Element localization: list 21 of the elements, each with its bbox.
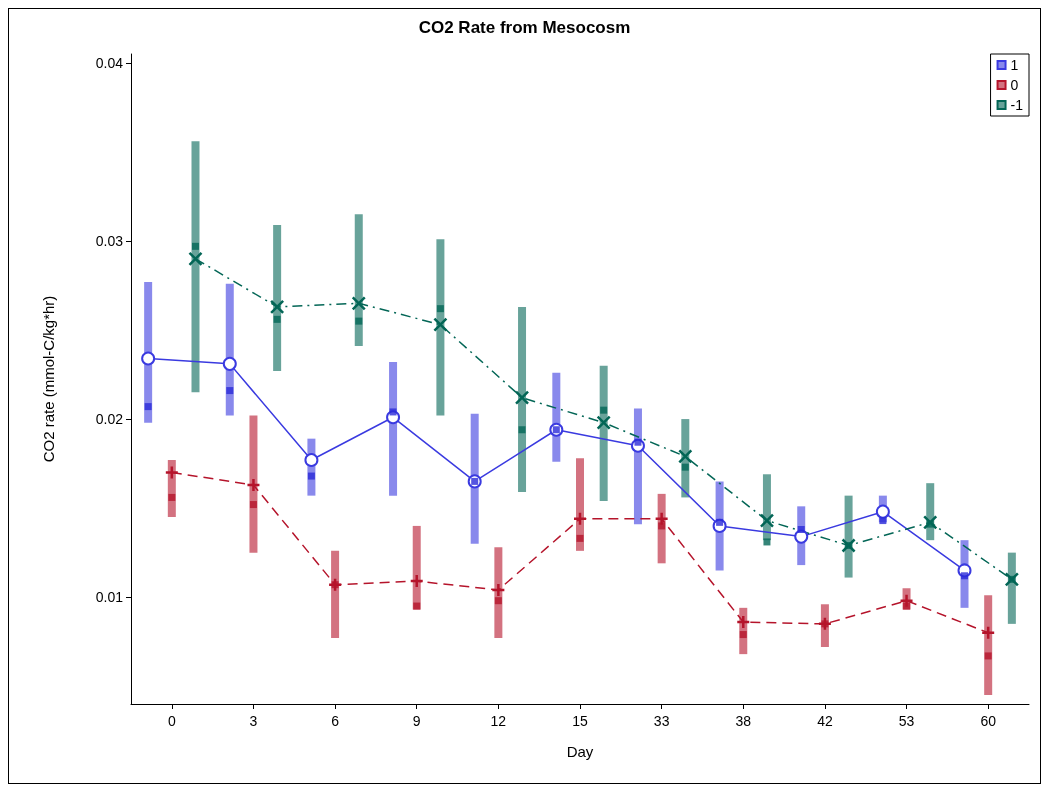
x-tick-label: 38: [735, 713, 752, 729]
legend-label: -1: [1010, 97, 1024, 113]
y-axis-title: CO2 rate (mmol-C/kg*hr): [40, 295, 57, 463]
x-tick-label: 42: [817, 713, 833, 729]
x-tick-label: 33: [653, 713, 670, 729]
x-tick-label: 60: [980, 713, 997, 729]
x-tick-label: 53: [898, 713, 915, 729]
y-tick-label: 0.01: [95, 589, 124, 606]
chart-title: CO2 Rate from Mesocosm: [418, 18, 631, 37]
x-tick-label: 0: [167, 713, 176, 729]
x-tick-label: 12: [490, 713, 507, 729]
x-tick-label: 6: [331, 713, 340, 729]
x-tick-label: 15: [572, 713, 588, 729]
y-tick-label: 0.03: [95, 232, 124, 249]
x-axis-title: Day: [566, 743, 594, 760]
y-tick-label: 0.02: [95, 411, 124, 428]
legend-label: 1: [1010, 57, 1019, 73]
x-tick-label: 9: [412, 713, 421, 729]
legend-label: 0: [1010, 77, 1019, 93]
x-tick-label: 3: [249, 713, 258, 729]
y-tick-label: 0.04: [95, 54, 124, 71]
